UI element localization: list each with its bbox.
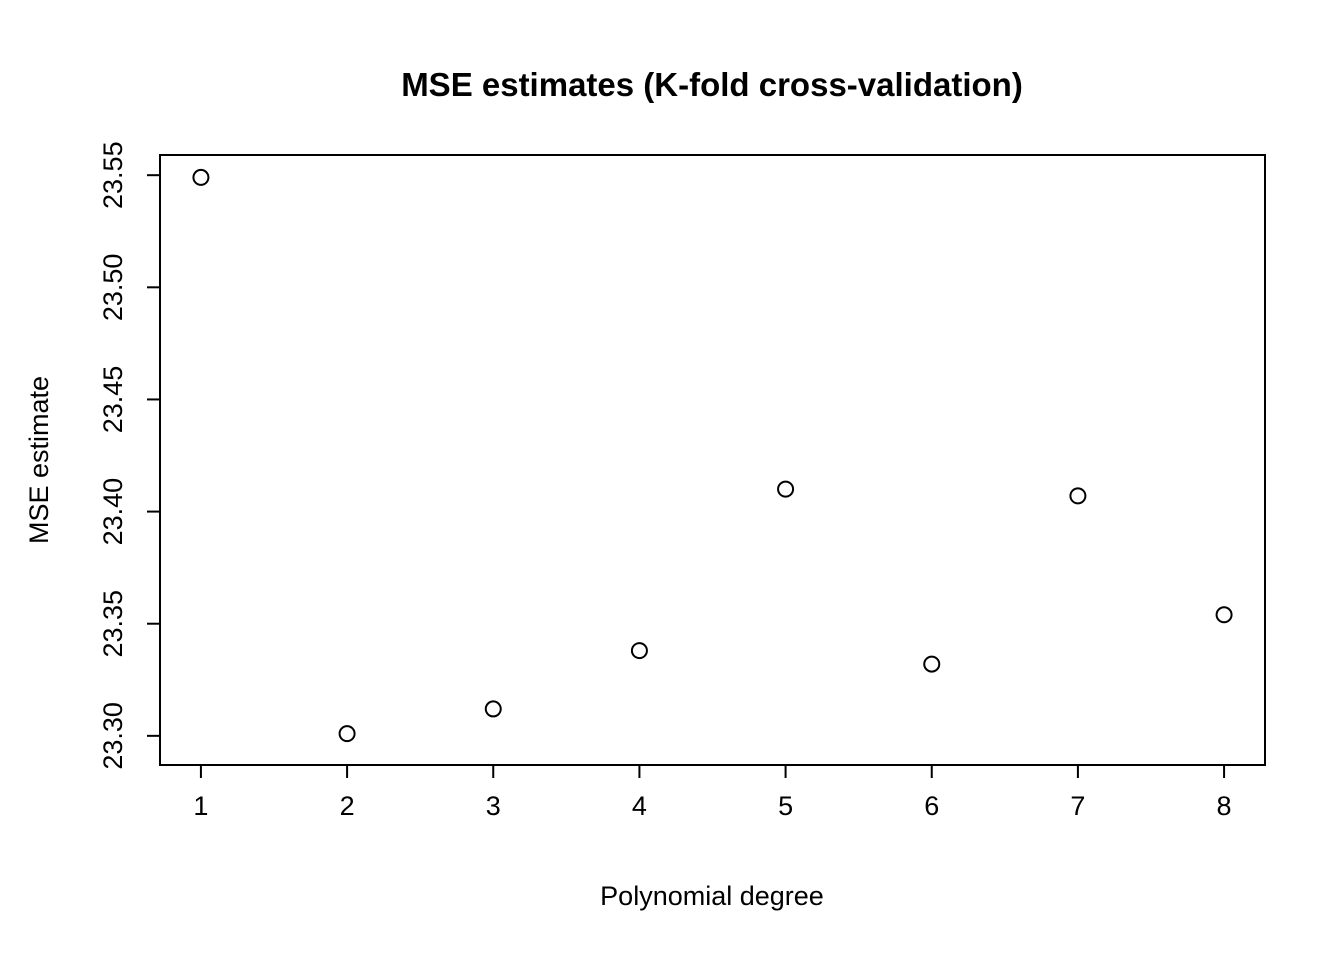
y-axis-ticks: 23.30 23.35 23.40 23.45 23.50 23.55	[98, 141, 160, 770]
data-point	[777, 480, 795, 498]
data-point	[923, 655, 941, 673]
x-tick-label: 1	[193, 791, 208, 821]
data-point	[630, 642, 648, 660]
data-point	[484, 700, 502, 718]
chart-title: MSE estimates (K-fold cross-validation)	[401, 66, 1023, 103]
x-tick-label: 3	[486, 791, 501, 821]
x-tick-label: 5	[778, 791, 793, 821]
y-tick-label: 23.35	[98, 590, 128, 658]
y-tick-label: 23.40	[98, 478, 128, 546]
x-axis-title: Polynomial degree	[600, 881, 824, 911]
y-tick-label: 23.50	[98, 254, 128, 322]
y-tick-label: 23.45	[98, 366, 128, 434]
x-tick-label: 4	[632, 791, 647, 821]
x-tick-label: 8	[1217, 791, 1232, 821]
x-tick-label: 6	[924, 791, 939, 821]
y-tick-label: 23.55	[98, 141, 128, 209]
y-tick-label: 23.30	[98, 702, 128, 770]
data-points	[192, 168, 1233, 743]
data-point	[1215, 606, 1233, 624]
x-tick-label: 7	[1070, 791, 1085, 821]
plot-border	[159, 154, 1266, 766]
data-point	[192, 168, 210, 186]
data-point	[338, 725, 356, 743]
data-point	[1069, 487, 1087, 505]
x-tick-label: 2	[340, 791, 355, 821]
x-axis-ticks: 1 2 3 4 5 6 7 8	[193, 765, 1232, 821]
y-axis-title: MSE estimate	[24, 376, 54, 544]
